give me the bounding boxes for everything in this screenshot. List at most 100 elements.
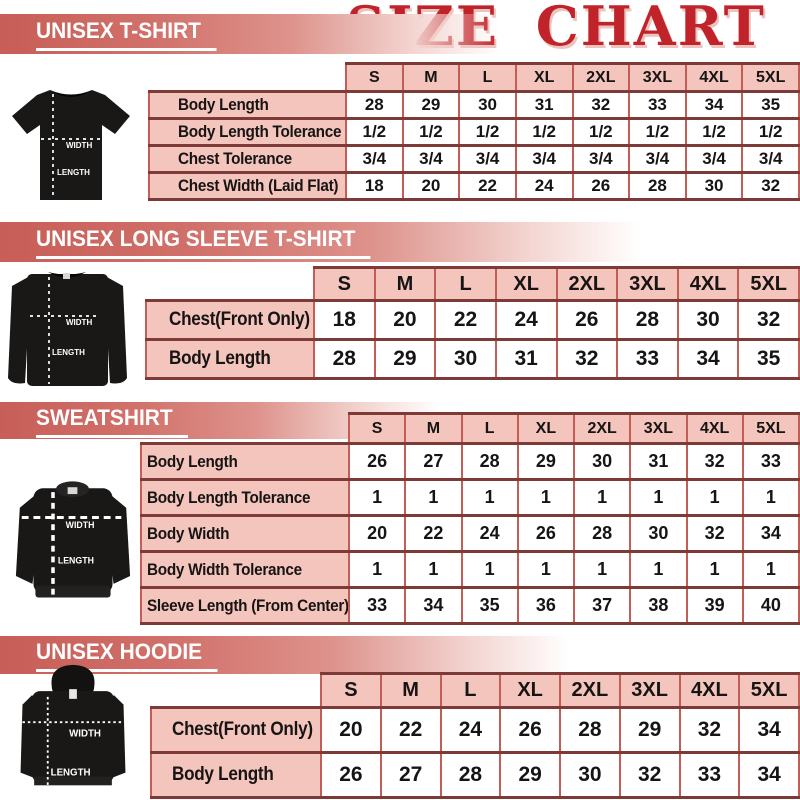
length-label: LENGTH	[57, 168, 90, 177]
size-value-cell: 3/4	[345, 144, 404, 174]
size-value-cell: 33	[616, 338, 679, 380]
size-value-cell: 32	[678, 706, 741, 754]
measurement-label-cell: Body Length	[148, 90, 347, 120]
size-column-header: M	[404, 412, 463, 445]
blank-corner-cell	[141, 414, 349, 444]
measurement-row: Body Length 28 29 30 31 32 33 34 35	[145, 338, 800, 380]
size-value-cell: 1/2	[401, 117, 461, 147]
size-value-cell: 34	[684, 90, 744, 120]
section-banner: UNISEX T-SHIRT	[0, 14, 500, 54]
size-value-cell: 32	[685, 442, 744, 481]
size-value-cell: 30	[572, 442, 632, 481]
t-shirt-size-table-container: S M L XL 2XL 3XL 4XL 5XL Body Length 28 29 30 31 32 33…	[148, 62, 800, 201]
size-column-header: 2XL	[571, 62, 631, 93]
size-column-header: 2XL	[572, 412, 632, 445]
section-banner-label: UNISEX LONG SLEEVE T-SHIRT	[36, 225, 371, 259]
size-column-header: XL	[494, 266, 558, 302]
size-value-cell: 1/2	[741, 117, 800, 147]
size-value-cell: 28	[616, 299, 679, 341]
size-value-cell: 20	[401, 171, 461, 201]
size-value-cell: 3/4	[514, 144, 574, 174]
size-value-cell: 1	[347, 478, 407, 517]
size-column-header: 5XL	[738, 672, 800, 709]
size-value-cell: 33	[741, 442, 800, 481]
measurement-row: Body Length Tolerance 1/2 1/2 1/2 1/2 1/2 1/2 1…	[148, 117, 800, 147]
size-value-cell: 26	[516, 514, 576, 553]
measurement-label-cell: Body Width Tolerance	[140, 550, 350, 589]
size-value-cell: 28	[559, 706, 621, 754]
section-banner-label: SWEATSHIRT	[36, 404, 188, 438]
size-value-cell: 37	[572, 586, 632, 625]
size-value-cell: 32	[737, 299, 800, 341]
size-value-cell: 1	[685, 550, 744, 589]
size-column-header: L	[439, 672, 502, 709]
measurement-row: Body Length Tolerance 1 1 1 1 1 1 1 1	[140, 478, 800, 517]
size-value-cell: 1	[516, 478, 576, 517]
size-value-cell: 20	[373, 299, 437, 341]
long-sleeve-t-shirt-illustration: WIDTH LENGTH	[8, 272, 127, 386]
size-column-header: 4XL	[684, 62, 744, 93]
size-value-cell: 1	[404, 478, 463, 517]
size-value-cell: 24	[439, 706, 502, 754]
length-label: LENGTH	[58, 555, 94, 565]
size-value-cell: 28	[345, 90, 404, 120]
size-column-header: 3XL	[629, 412, 688, 445]
unisex-hoodie-size-table: S M L XL 2XL 3XL 4XL 5XL Chest(Front Only) 20 22 24…	[150, 672, 800, 799]
size-column-header: 3XL	[618, 672, 681, 709]
measurement-row: Chest Tolerance 3/4 3/4 3/4 3/4 3/4 3/4 3/4 3/4	[148, 144, 800, 174]
size-value-cell: 29	[516, 442, 576, 481]
unisex-long-sleeve-t-shirt-size-table: S M L XL 2XL 3XL 4XL 5XL Chest(Front Only) 18 20 22…	[145, 266, 800, 380]
size-value-cell: 22	[458, 171, 517, 201]
size-value-cell: 1	[572, 478, 632, 517]
size-value-cell: 1	[741, 478, 800, 517]
size-value-cell: 3/4	[571, 144, 631, 174]
measurement-label-cell: Sleeve Length (From Center)	[140, 586, 350, 625]
size-value-cell: 29	[618, 706, 681, 754]
size-value-cell: 34	[741, 514, 800, 553]
size-value-cell: 30	[559, 751, 621, 799]
size-column-header: 3XL	[616, 266, 679, 302]
size-value-cell: 1/2	[514, 117, 574, 147]
blank-corner-cell	[151, 674, 321, 708]
size-value-cell: 1	[629, 550, 688, 589]
size-column-header: M	[379, 672, 442, 709]
measurement-label-cell: Body Length Tolerance	[140, 478, 350, 517]
section-banner: SWEATSHIRT	[0, 402, 440, 439]
size-value-cell: 1	[741, 550, 800, 589]
size-value-cell: 30	[684, 171, 744, 201]
size-value-cell: 26	[571, 171, 631, 201]
width-label: WIDTH	[66, 141, 92, 150]
size-value-cell: 1/2	[571, 117, 631, 147]
size-value-cell: 1	[460, 550, 519, 589]
sweatshirt-size-table: S M L XL 2XL 3XL 4XL 5XL Body Length 26 27 28 29 30 31…	[140, 412, 800, 625]
size-value-cell: 24	[494, 299, 558, 341]
size-value-cell: 27	[379, 751, 442, 799]
size-column-header: M	[401, 62, 461, 93]
size-column-header: S	[313, 266, 376, 302]
measurement-row: Body Length 26 27 28 29 30 32 33 34	[150, 751, 800, 799]
size-column-header: L	[434, 266, 497, 302]
length-label: LENGTH	[51, 768, 91, 779]
measurement-label-cell: Body Length	[145, 338, 315, 380]
section-unisex-long-sleeve-t-shirt: UNISEX LONG SLEEVE T-SHIRT WIDTH LENGTH …	[0, 212, 800, 398]
measurement-label-cell: Chest(Front Only)	[145, 299, 315, 341]
size-value-cell: 28	[313, 338, 376, 380]
size-value-cell: 29	[499, 751, 561, 799]
size-value-cell: 32	[555, 338, 619, 380]
size-value-cell: 30	[676, 299, 740, 341]
size-value-cell: 36	[516, 586, 576, 625]
size-column-header: 3XL	[628, 62, 687, 93]
section-unisex-t-shirt: UNISEX T-SHIRT WIDTH LENGTH S M L XL 2XL 3XL 4…	[0, 0, 800, 212]
size-column-header: S	[320, 672, 382, 709]
width-label: WIDTH	[66, 318, 92, 327]
size-value-cell: 32	[618, 751, 681, 799]
size-value-cell: 34	[404, 586, 463, 625]
size-value-cell: 35	[737, 338, 800, 380]
size-value-cell: 24	[460, 514, 519, 553]
size-value-cell: 31	[494, 338, 558, 380]
size-column-header: 5XL	[737, 266, 800, 302]
section-sweatshirt: SWEATSHIRT WIDTH LENGTH S M L XL 2XL 3XL 4XL 5X…	[0, 398, 800, 630]
size-value-cell: 26	[320, 751, 382, 799]
measurement-label-cell: Chest Width (Laid Flat)	[148, 171, 347, 201]
size-column-header: 2XL	[559, 672, 621, 709]
